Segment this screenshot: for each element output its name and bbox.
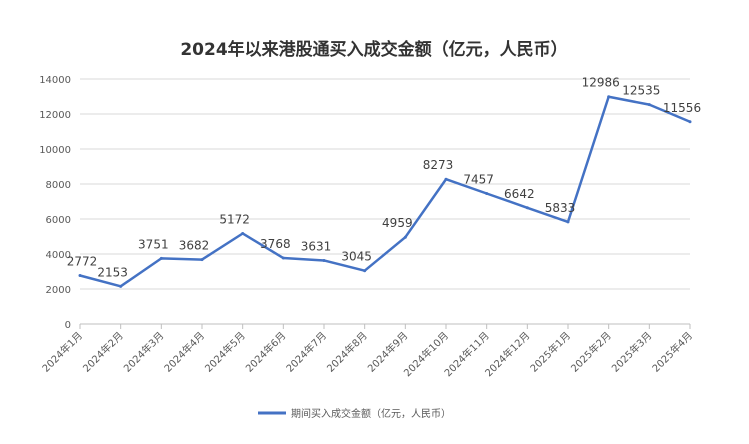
- chart-title: 2024年以来港股通买入成交金额（亿元，人民币）: [180, 39, 567, 60]
- data-label: 4959: [382, 216, 413, 230]
- data-label: 11556: [663, 101, 701, 115]
- series-layer: [78, 95, 692, 288]
- data-label: 3768: [260, 237, 291, 251]
- data-label: 8273: [423, 158, 454, 172]
- data-label: 5172: [219, 212, 250, 226]
- data-point: [647, 103, 651, 107]
- series-line: [79, 95, 691, 288]
- data-point: [200, 258, 204, 262]
- data-label: 6642: [504, 187, 535, 201]
- y-tick-label: 6000: [46, 215, 71, 226]
- data-label: 2772: [67, 254, 98, 268]
- data-label: 3045: [341, 250, 372, 264]
- data-label: 3682: [179, 239, 210, 253]
- data-point: [119, 284, 123, 288]
- y-tick-label: 8000: [46, 180, 71, 191]
- legend: 期间买入成交金额（亿元，人民币）: [258, 407, 451, 420]
- data-point: [363, 269, 367, 273]
- data-point: [159, 256, 163, 260]
- data-label: 3631: [301, 239, 332, 253]
- data-point: [444, 177, 448, 181]
- data-point: [281, 256, 285, 260]
- data-point: [607, 95, 611, 99]
- gridlines: [80, 78, 690, 290]
- data-point: [688, 120, 692, 124]
- data-label: 2153: [97, 265, 128, 279]
- y-tick-label: 10000: [39, 145, 71, 156]
- data-point: [322, 258, 326, 262]
- legend-label: 期间买入成交金额（亿元，人民币）: [291, 407, 451, 420]
- y-tick-label: 4000: [46, 250, 71, 261]
- data-label: 12535: [622, 84, 660, 98]
- data-point: [241, 231, 245, 235]
- data-label: 12986: [582, 76, 620, 90]
- data-point: [525, 206, 529, 210]
- data-point: [78, 273, 82, 277]
- y-tick-label: 2000: [46, 285, 71, 296]
- data-point: [403, 235, 407, 239]
- data-point: [485, 192, 489, 196]
- y-tick-label: 12000: [39, 110, 71, 121]
- data-label: 5833: [545, 201, 576, 215]
- y-tick-label: 14000: [39, 75, 71, 86]
- data-label: 7457: [463, 173, 494, 187]
- data-label: 3751: [138, 237, 169, 251]
- data-point: [566, 220, 570, 224]
- y-tick-label: 0: [65, 320, 71, 331]
- y-axis-ticks: 0 2000 4000 6000 8000 10000 12000 14000: [39, 75, 71, 331]
